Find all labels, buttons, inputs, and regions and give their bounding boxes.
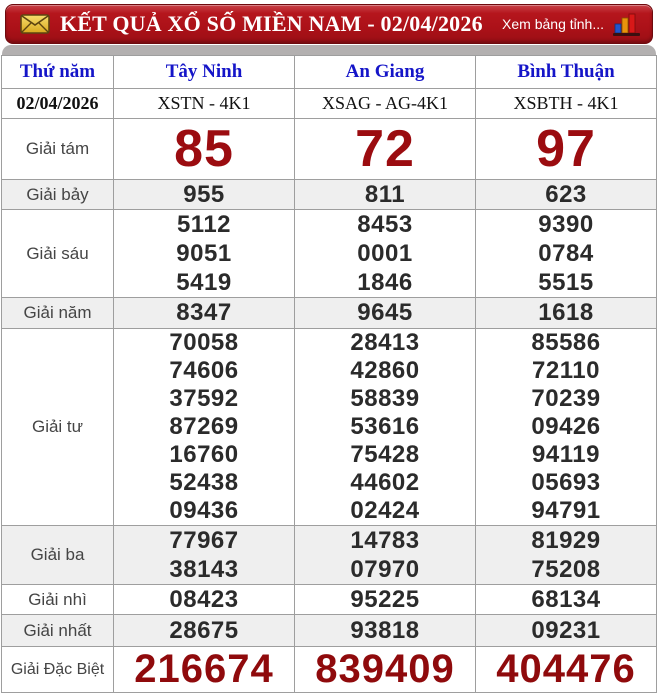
prize-value: 5112 9051 5419 [113, 209, 295, 298]
prize-row-giai-bay: Giải bảy 955 811 623 [1, 179, 657, 210]
prize-label: Giải Đặc Biệt [1, 646, 114, 693]
prize-value: 8347 [113, 297, 295, 329]
prize-label: Giải bảy [1, 179, 114, 210]
prize-row-giai-nhat: Giải nhất 28675 93818 09231 [1, 614, 657, 647]
prize-value: 85 [113, 118, 295, 180]
prize-value: 93818 [294, 614, 476, 647]
province-header-an-giang[interactable]: An Giang [294, 55, 476, 89]
lottery-results-table: Thứ năm Tây Ninh An Giang Bình Thuận 02/… [1, 55, 657, 693]
prize-value: 95225 [294, 584, 476, 615]
prize-label: Giải nhì [1, 584, 114, 615]
prize-value: 14783 07970 [294, 525, 476, 585]
prize-value: 955 [113, 179, 295, 210]
draw-code: XSBTH - 4K1 [475, 88, 657, 119]
prize-label: Giải tám [1, 118, 114, 180]
province-header-tay-ninh[interactable]: Tây Ninh [113, 55, 295, 89]
prize-value: 70058 74606 37592 87269 16760 52438 0943… [113, 328, 295, 526]
draw-date: 02/04/2026 [1, 88, 114, 119]
prize-value: 81929 75208 [475, 525, 657, 585]
prize-row-giai-ba: Giải ba 77967 38143 14783 07970 81929 75… [1, 525, 657, 585]
table-top-strip [2, 45, 656, 55]
prize-value: 811 [294, 179, 476, 210]
prize-row-giai-tu: Giải tư 70058 74606 37592 87269 16760 52… [1, 328, 657, 526]
prize-label: Giải tư [1, 328, 114, 526]
day-header: Thứ năm [1, 55, 114, 89]
prize-row-giai-tam: Giải tám 85 72 97 [1, 118, 657, 180]
table-header-row: Thứ năm Tây Ninh An Giang Bình Thuận [1, 55, 657, 89]
prize-value: 77967 38143 [113, 525, 295, 585]
prize-value: 97 [475, 118, 657, 180]
prize-value: 28675 [113, 614, 295, 647]
prize-row-giai-nam: Giải năm 8347 9645 1618 [1, 297, 657, 329]
province-header-binh-thuan[interactable]: Bình Thuận [475, 55, 657, 89]
prize-value: 72 [294, 118, 476, 180]
draw-code: XSTN - 4K1 [113, 88, 295, 119]
prize-row-giai-dac-biet: Giải Đặc Biệt 216674 839409 404476 [1, 646, 657, 693]
prize-label: Giải sáu [1, 209, 114, 298]
prize-value: 404476 [475, 646, 657, 693]
header-banner: KẾT QUẢ XỔ SỐ MIỀN NAM - 02/04/2026 Xem … [5, 4, 653, 44]
prize-value: 28413 42860 58839 53616 75428 44602 0242… [294, 328, 476, 526]
prize-value: 68134 [475, 584, 657, 615]
bar-chart-icon[interactable] [612, 11, 642, 37]
prize-value: 9390 0784 5515 [475, 209, 657, 298]
prize-value: 1618 [475, 297, 657, 329]
prize-row-giai-nhi: Giải nhì 08423 95225 68134 [1, 584, 657, 615]
draw-code: XSAG - AG-4K1 [294, 88, 476, 119]
draw-code-row: 02/04/2026 XSTN - 4K1 XSAG - AG-4K1 XSBT… [1, 88, 657, 119]
prize-label: Giải năm [1, 297, 114, 329]
page-title: KẾT QUẢ XỔ SỐ MIỀN NAM - 02/04/2026 [60, 11, 483, 36]
prize-label: Giải ba [1, 525, 114, 585]
prize-value: 8453 0001 1846 [294, 209, 476, 298]
prize-value: 9645 [294, 297, 476, 329]
prize-label: Giải nhất [1, 614, 114, 647]
prize-value: 623 [475, 179, 657, 210]
envelope-icon [20, 14, 50, 34]
prize-value: 839409 [294, 646, 476, 693]
prize-value: 08423 [113, 584, 295, 615]
prize-row-giai-sau: Giải sáu 5112 9051 5419 8453 0001 1846 9… [1, 209, 657, 298]
prize-value: 09231 [475, 614, 657, 647]
view-province-table-link[interactable]: Xem bảng tỉnh... [502, 16, 604, 32]
prize-value: 216674 [113, 646, 295, 693]
prize-value: 85586 72110 70239 09426 94119 05693 9479… [475, 328, 657, 526]
